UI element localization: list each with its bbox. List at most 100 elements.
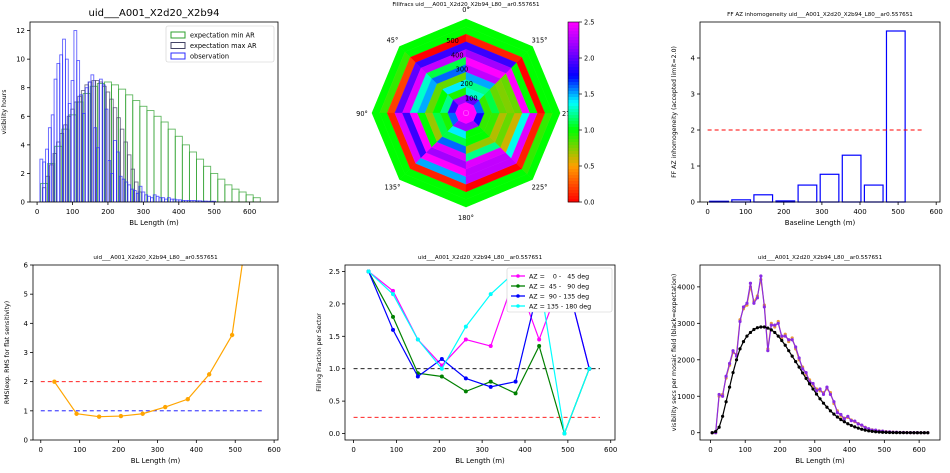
data-point [874, 430, 878, 434]
data-point [919, 431, 923, 435]
x-tick-label: 0 [39, 446, 43, 454]
data-point [463, 376, 468, 381]
colorbar-segment [568, 100, 579, 104]
colorbar-segment [568, 133, 579, 137]
axes-frame [344, 264, 616, 441]
colorbar-frame [567, 21, 580, 203]
series-line [712, 275, 928, 434]
data-point [366, 269, 371, 274]
data-point [790, 354, 794, 358]
histogram-bar [40, 182, 49, 202]
series-line [711, 326, 928, 434]
data-point [587, 366, 592, 371]
colorbar-segment [568, 166, 579, 170]
x-tick-label: 600 [912, 446, 925, 454]
x-tick-label: 200 [101, 208, 114, 216]
bar [841, 154, 862, 203]
data-point [814, 392, 819, 396]
data-point [391, 288, 395, 293]
colorbar-segment [568, 145, 579, 149]
colorbar-segment [568, 82, 579, 86]
x-tick-label: 500 [208, 208, 221, 216]
x-tick-label: 100 [73, 446, 86, 454]
radial-tick-label: 400 [451, 51, 464, 59]
data-point [901, 431, 906, 435]
bar [863, 184, 884, 203]
histogram-bar [210, 172, 219, 202]
y-tick-label: 12 [16, 27, 25, 35]
x-tick-label: 600 [930, 208, 943, 216]
x-tick-label: 400 [853, 208, 866, 216]
data-point [797, 365, 801, 369]
data-point [818, 397, 822, 401]
legend-label: observation [190, 53, 229, 61]
bar [753, 194, 774, 203]
data-point [724, 374, 728, 378]
data-point [74, 411, 79, 416]
data-point [769, 328, 773, 332]
colorbar-segment [568, 91, 579, 95]
chart-3: 0 100 200 300 400 500 600 0 1 2 3 4 5 6 uid___A001_X2d… [4, 255, 281, 465]
data-point [748, 330, 753, 335]
data-point [828, 409, 833, 413]
colorbar-segment [568, 37, 579, 41]
data-point [710, 431, 714, 435]
plot-area [40, 265, 265, 419]
colorbar-segment [568, 184, 579, 188]
colorbar-segment [568, 58, 579, 62]
y-axis-label: visibility secs per mosaic field (black=… [671, 274, 678, 432]
chart-title: FF AZ inhomogeneity uid___A001_X2d20_X2b… [727, 12, 913, 18]
angle-label: 0° [462, 6, 470, 14]
x-tick-label: 100 [66, 208, 79, 216]
histogram-bar [188, 151, 197, 202]
x-tick-label: 600 [243, 208, 256, 216]
colorbar-tick-label: 0.5 [584, 163, 595, 171]
angle-label: 315° [532, 36, 548, 44]
y-tick-label: 4 [24, 320, 29, 328]
angle-label: 225° [532, 184, 548, 192]
data-point [814, 389, 819, 393]
y-tick-label: 10 [16, 56, 25, 64]
data-point [825, 405, 829, 409]
legend-label: AZ = 0 - 45 deg [529, 274, 589, 281]
data-point [776, 321, 780, 325]
colorbar-segment [568, 157, 579, 161]
legend-marker [516, 284, 520, 288]
colorbar-segment [568, 52, 579, 56]
data-point [794, 360, 798, 364]
colorbar-segment [568, 178, 579, 182]
data-point [724, 400, 728, 404]
y-tick-label: 2.5 [329, 268, 340, 276]
colorbar-segment [568, 73, 579, 77]
histogram-bar [224, 184, 233, 202]
data-point [537, 344, 542, 349]
radial-tick-label: 200 [460, 80, 473, 88]
data-point [860, 423, 864, 427]
data-point [773, 323, 777, 327]
plot-area [707, 30, 923, 203]
y-tick-label: 2 [691, 127, 695, 135]
chart-0: 0 100 200 300 400 500 600 0 2 4 6 8 10 12 uid___A001_X… [1, 8, 279, 227]
x-tick-label: 100 [739, 208, 752, 216]
data-point [717, 425, 721, 429]
axes-frame [699, 21, 941, 203]
y-tick-label: 2000 [677, 356, 695, 364]
colorbar-segment [568, 154, 579, 158]
data-point [853, 425, 857, 429]
legend-marker [516, 304, 520, 308]
legend-swatch [170, 52, 186, 60]
data-point [463, 324, 468, 329]
colorbar-segment [568, 115, 579, 119]
histogram-bar [153, 115, 162, 202]
data-point [755, 326, 759, 330]
x-axis-label: BL Length (m) [795, 457, 845, 465]
colorbar-segment [568, 130, 579, 134]
y-axis-label: RMS(exp. RMS for flat sensitivity) [4, 301, 11, 404]
colorbar-segment [568, 169, 579, 173]
axes-frame [29, 21, 279, 203]
data-point [463, 389, 468, 394]
data-point [741, 305, 746, 309]
data-point [867, 429, 871, 433]
histogram-bar [139, 105, 148, 202]
data-point [842, 420, 846, 424]
